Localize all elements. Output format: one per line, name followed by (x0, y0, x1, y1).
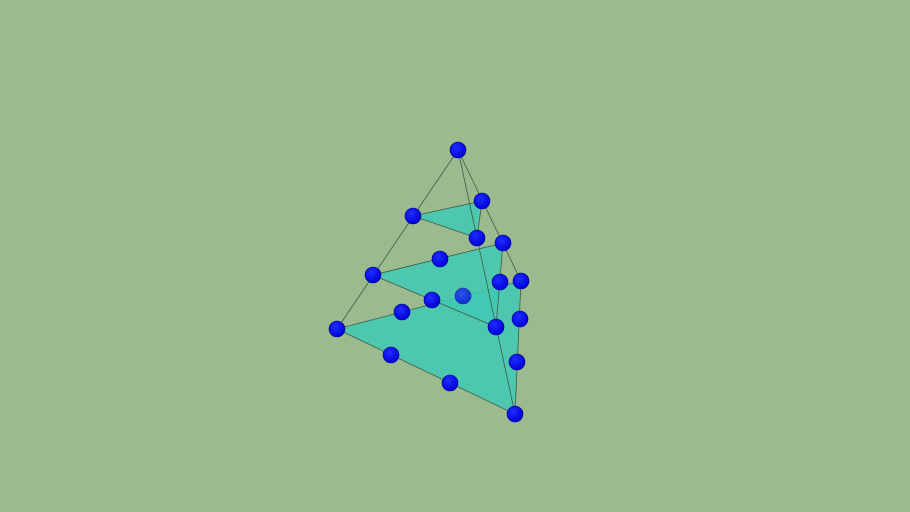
node-sphere (404, 207, 422, 225)
node-sphere (423, 291, 441, 309)
pyramid-edges (336, 149, 522, 415)
node-sphere (382, 346, 400, 364)
node-sphere (494, 234, 512, 252)
node-sphere (506, 405, 524, 423)
node-sphere (487, 318, 505, 336)
node-sphere (449, 141, 467, 159)
node-sphere (468, 229, 486, 247)
node-sphere (454, 287, 472, 305)
node-sphere (508, 353, 526, 371)
edge-line-2 (457, 149, 516, 415)
node-sphere (328, 320, 346, 338)
node-sphere (511, 310, 529, 328)
node-sphere (393, 303, 411, 321)
node-spheres (328, 141, 530, 423)
triangle-faces (335, 200, 522, 415)
node-sphere (512, 272, 530, 290)
node-sphere (441, 374, 459, 392)
triangle-face-3 (411, 200, 483, 239)
node-sphere (431, 250, 449, 268)
edge-line-3 (457, 149, 522, 282)
edge-line-1 (336, 149, 459, 330)
node-sphere (364, 266, 382, 284)
node-sphere (491, 273, 509, 291)
node-sphere (473, 192, 491, 210)
